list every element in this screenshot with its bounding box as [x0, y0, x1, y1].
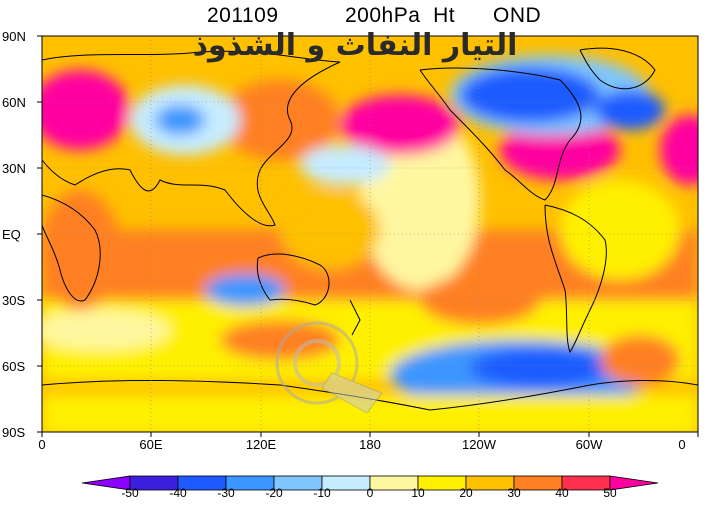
coastlines [42, 47, 698, 411]
lat-tick-label: 30S [2, 293, 26, 308]
lat-tick-label: 30N [2, 161, 26, 176]
colorbar-level-label: -30 [217, 486, 235, 500]
colorbar-swatch [609, 475, 658, 491]
title-variable: 200hPa Ht [345, 4, 456, 27]
colorbar-level-label: 0 [366, 486, 374, 500]
lon-tick-label: 60E [139, 437, 163, 452]
lat-tick-label: 60S [2, 359, 26, 374]
lon-tick-label: 180 [359, 437, 381, 452]
lon-tick-label: 0 [38, 437, 46, 452]
lon-tick-label: 120W [462, 437, 496, 452]
arabic-overlay-text: التيار النفاث و الشذوذ [192, 28, 518, 63]
title-season: OND [493, 4, 542, 27]
lat-tick-label: 60N [2, 95, 26, 110]
colorbar-level-label: 20 [459, 486, 473, 500]
chart-title: 201109 200hPa Ht OND [0, 4, 712, 32]
colorbar-level-label: -50 [121, 486, 139, 500]
colorbar-level-label: -20 [265, 486, 283, 500]
axis-ticks [37, 35, 699, 437]
colorbar-level-label: 30 [507, 486, 521, 500]
colorbar-level-label: -40 [169, 486, 187, 500]
colorbar [82, 475, 658, 491]
lon-tick-label: 60W [575, 437, 603, 452]
colorbar-level-label: 40 [555, 486, 569, 500]
title-date: 201109 [207, 4, 279, 27]
lon-tick-label: 0 [678, 437, 686, 452]
lon-tick-label: 120E [245, 437, 277, 452]
lat-tick-label: 90N [2, 29, 26, 44]
lat-tick-label: 90S [2, 425, 26, 440]
colorbar-level-label: 10 [411, 486, 425, 500]
logo-watermark [275, 321, 383, 414]
lat-tick-label: EQ [2, 227, 21, 242]
colorbar-level-label: 50 [603, 486, 617, 500]
graticule [42, 36, 698, 432]
colorbar-level-label: -10 [313, 486, 331, 500]
